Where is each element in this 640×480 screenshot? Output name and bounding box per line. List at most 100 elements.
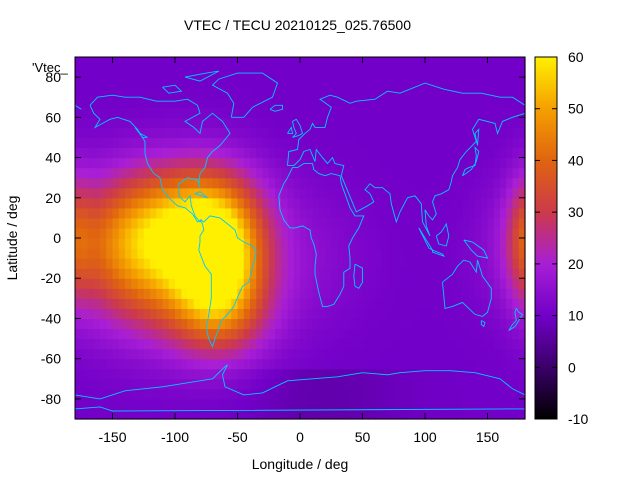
heatmap-cell: [312, 278, 320, 289]
heatmap-cell: [375, 388, 382, 400]
heatmap-cell: [206, 227, 214, 239]
heatmap-cell: [431, 127, 439, 139]
heatmap-cell: [481, 238, 489, 249]
heatmap-cell: [225, 97, 232, 108]
heatmap-cell: [393, 358, 401, 370]
heatmap-cell: [300, 408, 307, 420]
heatmap-cell: [181, 137, 189, 149]
heatmap-cell: [200, 187, 207, 199]
heatmap-cell: [118, 408, 126, 420]
heatmap-cell: [156, 177, 164, 189]
heatmap-cell: [162, 248, 170, 259]
heatmap-cell: [100, 177, 107, 189]
heatmap-cell: [462, 278, 470, 289]
heatmap-cell: [168, 388, 176, 400]
heatmap-cell: [406, 77, 414, 88]
y-tick-label: 60: [45, 109, 61, 125]
heatmap-cell: [87, 97, 95, 108]
heatmap-cell: [175, 207, 182, 219]
heatmap-cell: [506, 207, 514, 219]
coastline: [463, 239, 489, 259]
heatmap-cell: [500, 77, 507, 88]
heatmap-cell: [100, 238, 107, 249]
heatmap-cell: [325, 177, 332, 189]
heatmap-cell: [162, 227, 170, 239]
heatmap-cell: [518, 268, 526, 279]
heatmap-cell: [250, 348, 257, 360]
heatmap-cell: [500, 217, 507, 229]
heatmap-cell: [331, 57, 339, 68]
heatmap-cell: [193, 117, 201, 128]
heatmap-cell: [462, 308, 470, 320]
heatmap-cell: [206, 258, 214, 269]
heatmap-cell: [268, 358, 276, 370]
heatmap-cell: [225, 278, 232, 289]
heatmap-cell: [381, 147, 389, 159]
heatmap-cell: [137, 217, 145, 229]
heatmap-cell: [118, 227, 126, 239]
heatmap-cell: [93, 258, 101, 269]
heatmap-cell: [518, 398, 526, 410]
heatmap-cell: [362, 288, 370, 299]
heatmap-cell: [443, 127, 451, 139]
heatmap-cell: [356, 177, 364, 189]
heatmap-cell: [112, 117, 120, 128]
heatmap-cell: [75, 77, 82, 88]
heatmap-cell: [443, 217, 451, 229]
heatmap-cell: [512, 187, 520, 199]
heatmap-cell: [306, 117, 314, 128]
heatmap-cell: [350, 408, 357, 420]
heatmap-cell: [262, 398, 270, 410]
heatmap-cell: [406, 107, 414, 118]
heatmap-cell: [225, 87, 232, 98]
heatmap-cell: [337, 217, 345, 229]
heatmap-cell: [368, 348, 376, 360]
heatmap-cell: [331, 227, 339, 239]
heatmap-cell: [100, 167, 107, 179]
heatmap-cell: [262, 258, 270, 269]
heatmap-cell: [81, 67, 89, 78]
heatmap-cell: [306, 368, 314, 380]
coastline-layer: [74, 70, 526, 412]
heatmap-cell: [356, 77, 364, 88]
heatmap-cell: [262, 207, 270, 219]
heatmap-cell: [437, 288, 445, 299]
heatmap-cell: [293, 318, 301, 330]
heatmap-cell: [506, 378, 514, 390]
heatmap-cell: [393, 408, 401, 420]
heatmap-cell: [137, 248, 145, 259]
heatmap-cell: [150, 187, 157, 199]
heatmap-cell: [293, 398, 301, 410]
heatmap-cell: [325, 338, 332, 350]
heatmap-cell: [193, 278, 201, 289]
heatmap-cell: [387, 57, 395, 68]
heatmap-cell: [462, 338, 470, 350]
heatmap-cell: [112, 217, 120, 229]
heatmap-cell: [175, 388, 182, 400]
heatmap-cell: [487, 97, 495, 108]
heatmap-cell: [300, 117, 307, 128]
heatmap-cell: [512, 177, 520, 189]
heatmap-cell: [212, 157, 220, 169]
heatmap-cell: [337, 197, 345, 209]
heatmap-cell: [275, 217, 282, 229]
heatmap-cell: [300, 127, 307, 139]
heatmap-cell: [137, 127, 145, 139]
heatmap-cell: [331, 238, 339, 249]
heatmap-cell: [256, 408, 264, 420]
heatmap-cell: [325, 368, 332, 380]
heatmap-cell: [81, 358, 89, 370]
heatmap-cell: [106, 338, 114, 350]
heatmap-cell: [518, 278, 526, 289]
heatmap-cell: [81, 207, 89, 219]
heatmap-cell: [168, 157, 176, 169]
heatmap-cell: [337, 87, 345, 98]
heatmap-cell: [312, 338, 320, 350]
heatmap-cell: [300, 87, 307, 98]
heatmap-cell: [243, 348, 251, 360]
heatmap-cell: [275, 107, 282, 118]
heatmap-cell: [400, 167, 407, 179]
heatmap-cell: [375, 348, 382, 360]
heatmap-cell: [175, 57, 182, 68]
heatmap-cell: [387, 137, 395, 149]
